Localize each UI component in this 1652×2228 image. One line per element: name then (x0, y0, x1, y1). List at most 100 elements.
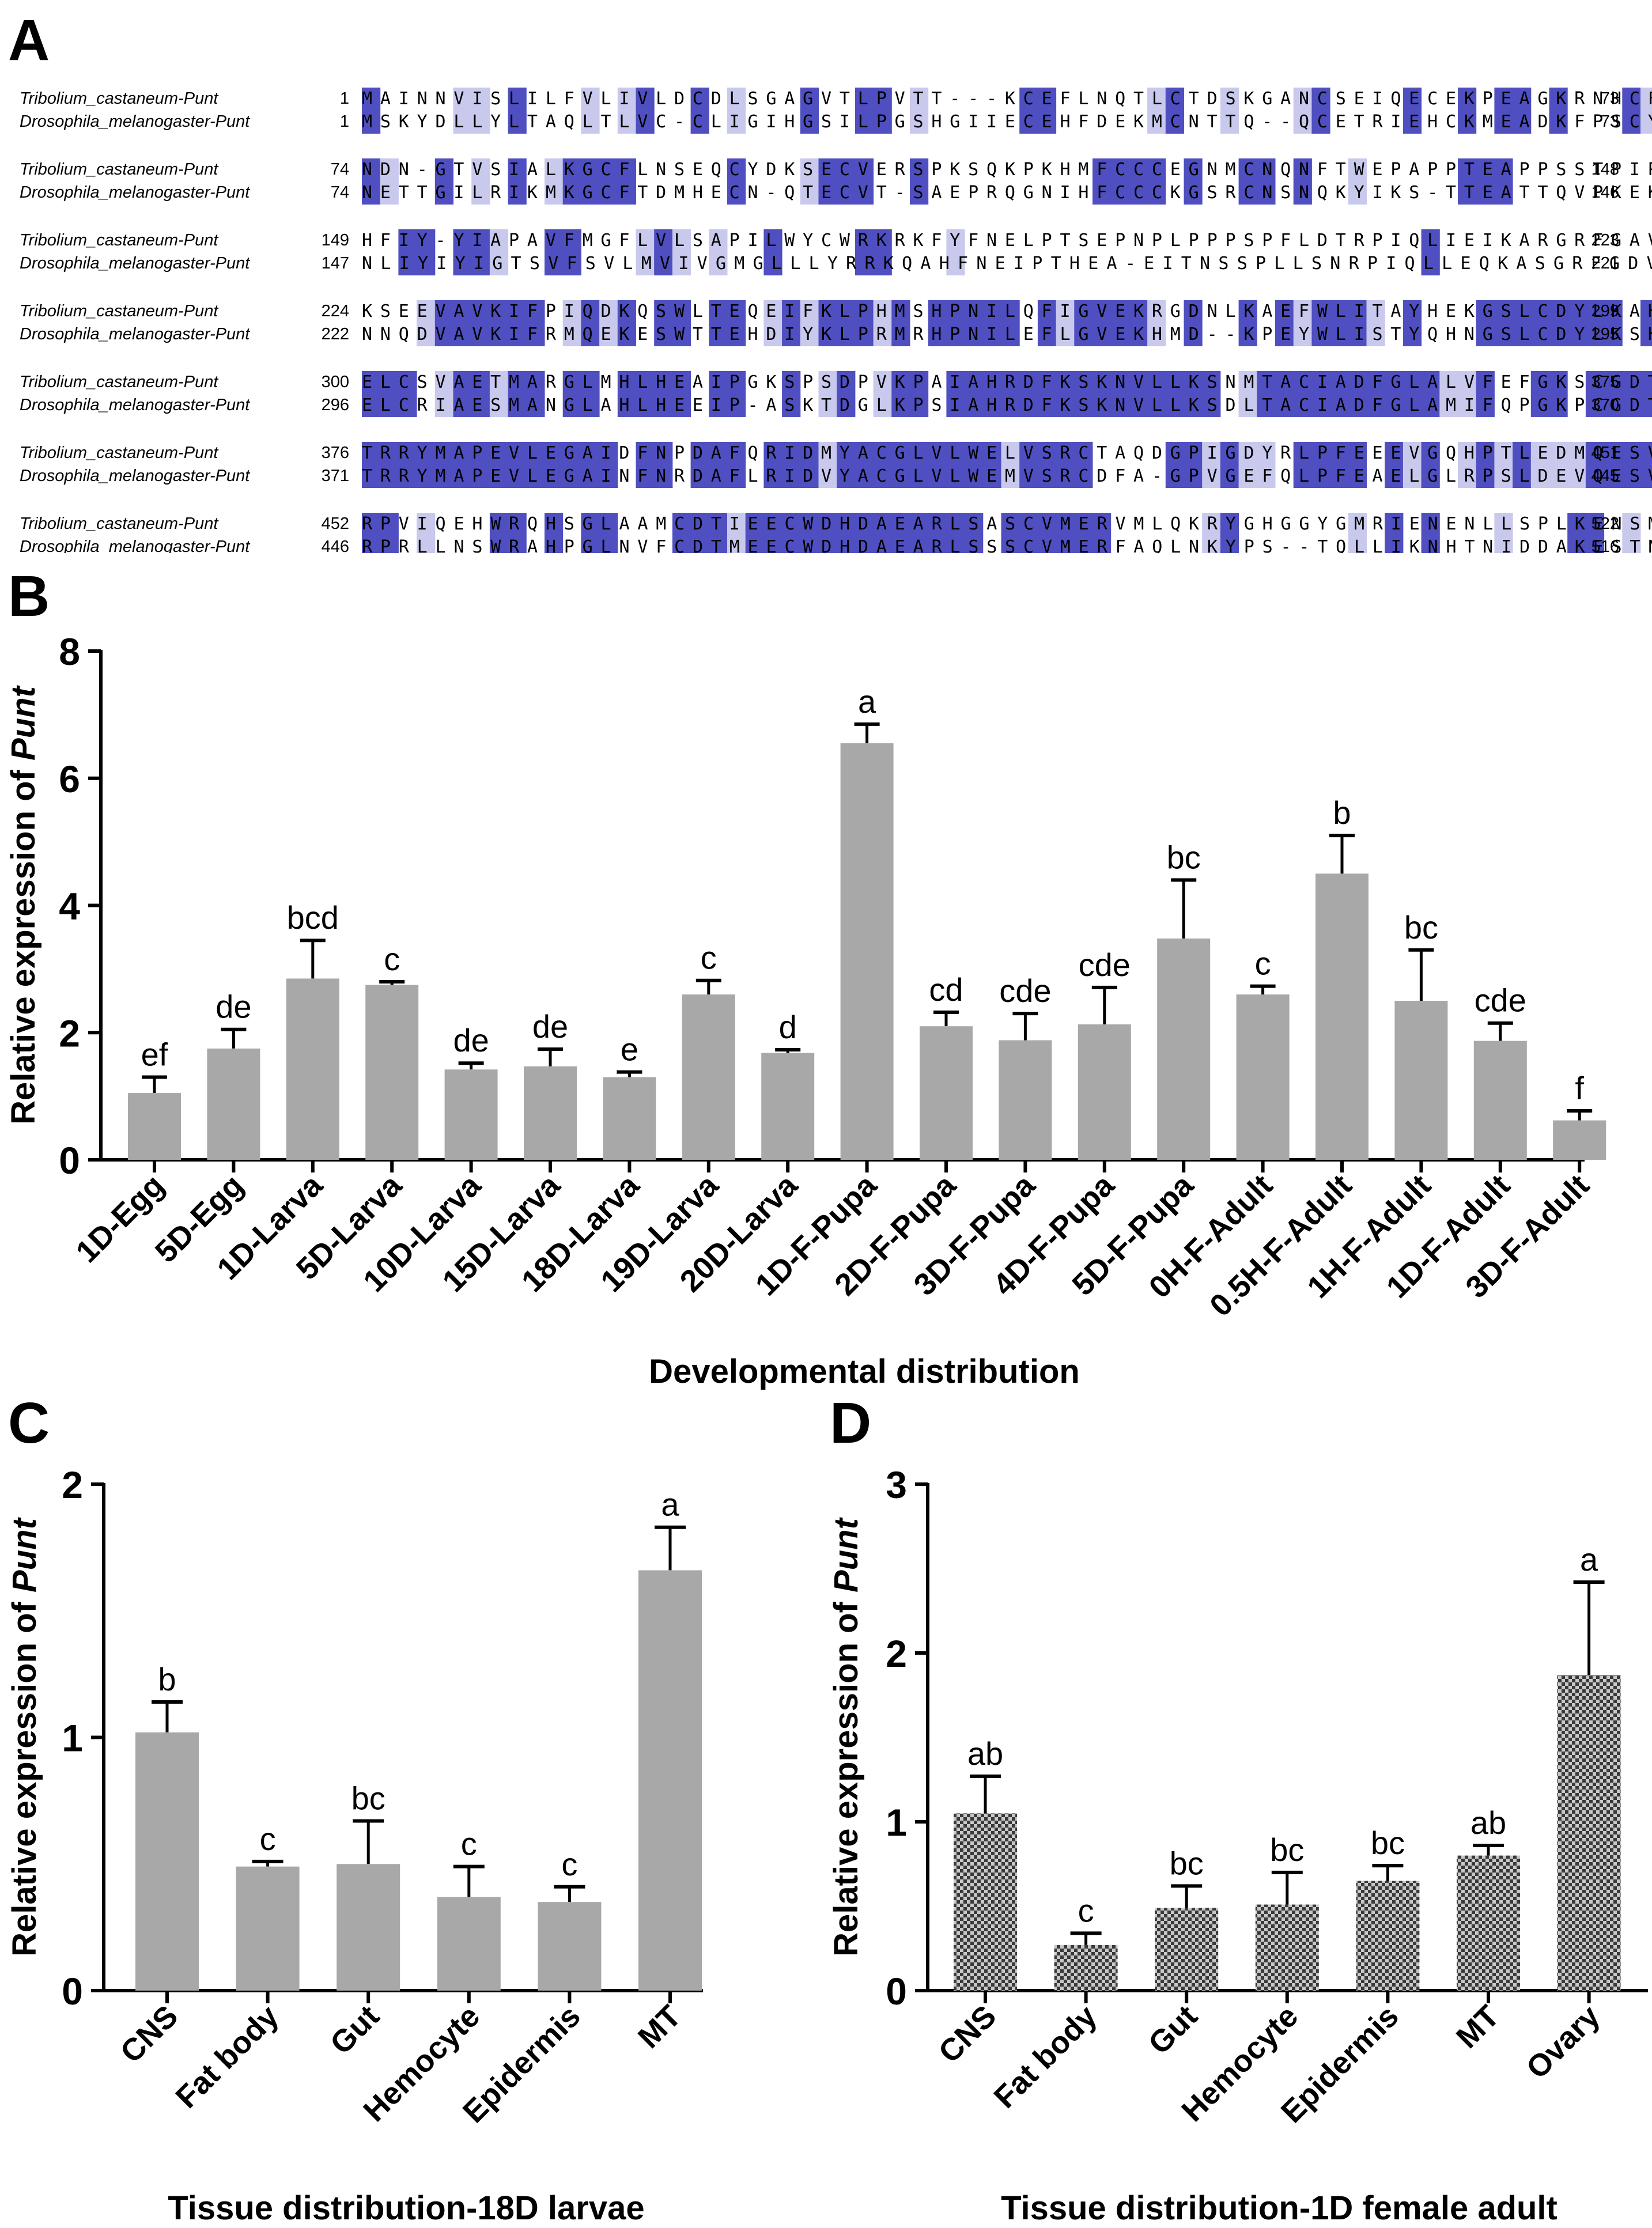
alignment-residue-shade (417, 252, 436, 275)
alignment-residue-shade (672, 229, 691, 252)
alignment-residue-shade (1421, 394, 1440, 417)
panel-letter-c: C (8, 1391, 50, 1455)
alignment-residue-shade (1129, 371, 1148, 394)
alignment-residue-shade (1476, 323, 1495, 346)
alignment-residue-shade (617, 394, 636, 417)
alignment-residue-shade (654, 465, 673, 488)
alignment-residue-shade (672, 252, 691, 275)
significance-label: bcd (287, 899, 339, 936)
alignment-residue-shade (782, 394, 801, 417)
alignment-residue-shade (654, 300, 673, 323)
alignment-start-position: 74 (331, 160, 349, 179)
alignment-residue-shade (417, 442, 436, 465)
alignment-residue-shade (873, 323, 892, 346)
alignment-residue-shade (398, 252, 417, 275)
alignment-residue-shade (471, 465, 490, 488)
alignment-residue-shade (1458, 158, 1477, 181)
significance-label: f (1575, 1070, 1584, 1106)
alignment-residue-shade (873, 88, 892, 111)
alignment-start-position: 371 (322, 467, 349, 485)
alignment-residue-shade (508, 394, 527, 417)
bar (1236, 994, 1290, 1160)
alignment-residue-shade (965, 465, 984, 488)
alignment-residue-shade (1037, 300, 1057, 323)
alignment-residue-shade (1129, 323, 1148, 346)
alignment-residue-shade (672, 536, 691, 553)
y-tick-label: 0 (62, 1970, 83, 2013)
alignment-residue-shade (1494, 442, 1513, 465)
alignment-residue-shade (782, 513, 801, 536)
alignment-residue-shade (818, 158, 837, 181)
alignment-residue-shade (855, 323, 874, 346)
alignment-residue-shade (891, 371, 910, 394)
alignment-residue-shade (910, 513, 929, 536)
alignment-residue-shade (489, 536, 509, 553)
significance-label: bc (1167, 839, 1201, 875)
alignment-residue-shade (508, 158, 527, 181)
bar (1255, 1904, 1319, 1991)
alignment-residue-shade (654, 371, 673, 394)
alignment-residue-shade (1037, 323, 1057, 346)
alignment-sequence: RPRLLNSWRAHPGLNVFCDTMEECWDHDAEARLSSSCVME… (362, 537, 1652, 553)
alignment-residue-shade (1530, 442, 1549, 465)
alignment-residue-shade (928, 300, 947, 323)
alignment-residue-shade (1019, 536, 1038, 553)
alignment-residue-shade (1147, 394, 1166, 417)
alignment-residue-shade (1184, 158, 1203, 181)
alignment-end-position: 295 (1591, 325, 1619, 343)
alignment-residue-shade (526, 394, 545, 417)
alignment-residue-shade (782, 465, 801, 488)
alignment-residue-shade (727, 111, 746, 134)
bar (135, 1732, 199, 1991)
alignment-species-name: Tribolium_castaneum-Punt (20, 160, 219, 179)
alignment-residue-shade (1585, 465, 1605, 488)
alignment-residue-shade (471, 88, 490, 111)
alignment-residue-shade (398, 394, 417, 417)
alignment-residue-shade (1348, 394, 1367, 417)
alignment-residue-shade (581, 158, 600, 181)
bar (1557, 1675, 1621, 1991)
alignment-residue-shade (727, 158, 746, 181)
alignment-residue-shade (782, 442, 801, 465)
alignment-residue-shade (800, 442, 819, 465)
alignment-residue-shade (1311, 111, 1330, 134)
alignment-residue-shade (581, 88, 600, 111)
alignment-start-position: 1 (340, 89, 349, 108)
bar (286, 978, 339, 1160)
alignment-residue-shade (453, 252, 472, 275)
alignment-residue-shade (545, 158, 564, 181)
alignment-end-position: 223 (1591, 231, 1619, 249)
alignment-residue-shade (1530, 371, 1549, 394)
alignment-residue-shade (1001, 300, 1020, 323)
alignment-residue-shade (1439, 371, 1458, 394)
alignment-residue-shade (599, 323, 618, 346)
alignment-residue-shade (1330, 394, 1349, 417)
alignment-residue-shade (910, 394, 929, 417)
alignment-residue-shade (1238, 300, 1257, 323)
alignment-residue-shade (1421, 442, 1440, 465)
alignment-residue-shade (837, 300, 856, 323)
alignment-residue-shade (1403, 111, 1422, 134)
alignment-residue-shade (818, 181, 837, 205)
alignment-residue-shade (1640, 465, 1652, 488)
alignment-residue-shade (1092, 158, 1112, 181)
alignment-residue-shade (855, 181, 874, 205)
alignment-residue-shade (855, 158, 874, 181)
bar (337, 1864, 400, 1991)
alignment-residue-shade (1567, 465, 1586, 488)
alignment-residue-shade (1037, 513, 1057, 536)
alignment-residue-shade (1403, 371, 1422, 394)
alignment-residue-shade (855, 465, 874, 488)
alignment-residue-shade (965, 300, 984, 323)
alignment-residue-shade (1476, 465, 1495, 488)
alignment-residue-shade (1110, 371, 1129, 394)
alignment-start-position: 1 (340, 112, 349, 131)
alignment-residue-shade (1640, 88, 1652, 111)
alignment-residue-shade (545, 465, 564, 488)
alignment-residue-shade (380, 394, 399, 417)
alignment-residue-shade (1184, 323, 1203, 346)
alignment-residue-shade (800, 181, 819, 205)
alignment-residue-shade (946, 371, 965, 394)
alignment-residue-shade (654, 442, 673, 465)
alignment-residue-shade (763, 513, 782, 536)
